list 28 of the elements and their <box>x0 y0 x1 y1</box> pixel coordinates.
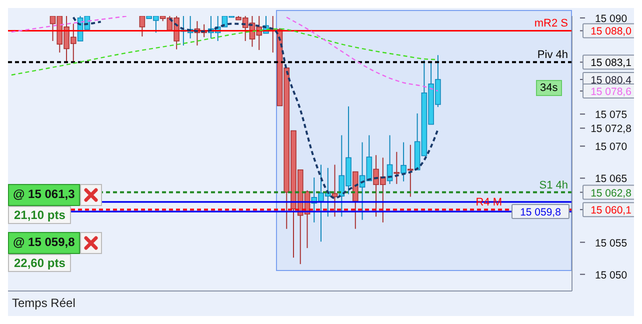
ref-line-label: mR2 S <box>534 18 568 30</box>
ref-line-label: 15 059,8 <box>520 206 562 219</box>
candlestick <box>139 16 146 38</box>
ref-line-label: Piv 4h <box>537 49 568 62</box>
y-tick-label: 15 075 <box>594 109 628 122</box>
candlestick <box>394 151 400 184</box>
y-tick-label: 15 080,4 <box>590 74 632 86</box>
ref-line-label: S1 4h <box>539 179 568 192</box>
candlestick <box>408 144 414 198</box>
y-tick-label: 15 090 <box>594 12 628 25</box>
annotation: 34s <box>536 80 562 96</box>
annotation: @ 15 059,8 <box>8 232 80 254</box>
y-tick-label: 15 072,8 <box>590 123 632 136</box>
annotation: 21,10 pts <box>8 206 72 224</box>
annotation: @ 15 061,3 <box>8 184 80 206</box>
y-tick-label: 15 070 <box>594 141 628 154</box>
candlestick <box>400 142 406 182</box>
y-tick-label: 15 078,6 <box>590 86 632 98</box>
y-tick-label: 15 065 <box>594 173 628 186</box>
y-tick-label: 15 050 <box>594 269 628 282</box>
text: Temps Réel <box>12 296 76 310</box>
y-tick-label: 15 060,1 <box>590 204 632 217</box>
line-series <box>168 18 439 200</box>
y-tick-label: 15 055 <box>594 237 628 250</box>
y-tick-label: 15 088,0 <box>590 26 632 38</box>
y-tick-label: 15 062,8 <box>590 187 632 200</box>
y-tick-label: 15 083,1 <box>590 57 632 70</box>
annotation: 22,60 pts <box>8 254 72 272</box>
